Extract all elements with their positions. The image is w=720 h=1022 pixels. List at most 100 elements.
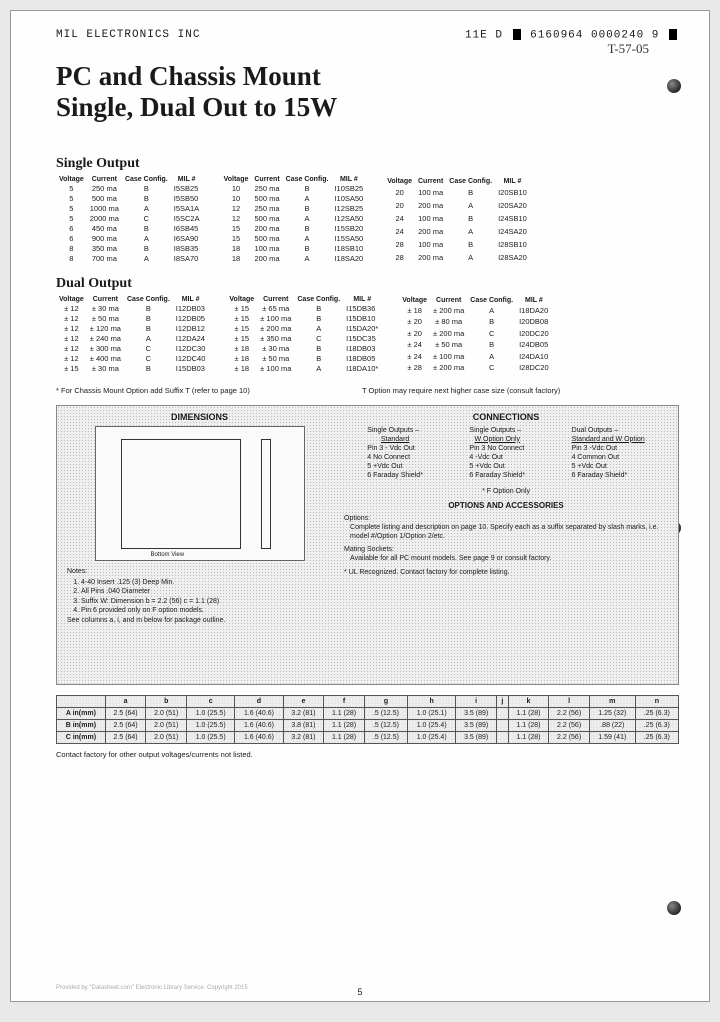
conn-line: Pin 3 -Vdc Out bbox=[572, 444, 645, 453]
table-cell: B bbox=[122, 244, 171, 254]
dim-cell: 3.5 (89) bbox=[456, 719, 497, 731]
diagram-label: Bottom View bbox=[151, 552, 185, 558]
dim-cell bbox=[496, 707, 508, 719]
connections-panel: CONNECTIONS Single Outputs – Standard Pi… bbox=[344, 412, 668, 676]
table-row: ± 20± 200 maCI20DC20 bbox=[399, 328, 551, 339]
table-cell: I28SA20 bbox=[495, 251, 530, 264]
table-row: ± 15± 100 maBI15DB10 bbox=[226, 314, 381, 324]
table-cell: I8SA70 bbox=[171, 254, 203, 264]
table-cell: ± 12 bbox=[56, 314, 87, 324]
table-cell: ± 240 ma bbox=[87, 334, 124, 344]
dim-cell: 3.2 (81) bbox=[283, 731, 324, 743]
conn-col-2: Single Outputs – W Option Only Pin 3 No … bbox=[469, 426, 525, 481]
table-cell: I15DB36 bbox=[343, 304, 381, 314]
table-cell: ± 18 bbox=[399, 305, 430, 316]
table-cell: 6 bbox=[56, 224, 87, 234]
table-cell: B bbox=[294, 304, 343, 314]
table-cell: ± 200 ma bbox=[257, 324, 294, 334]
table-cell: B bbox=[467, 316, 516, 327]
table-cell: C bbox=[124, 354, 173, 364]
footnote-left: * For Chassis Mount Option add Suffix T … bbox=[56, 386, 250, 395]
table-cell: C bbox=[122, 214, 171, 224]
table-cell: I12DB03 bbox=[173, 304, 209, 314]
conn-line: 4 No Connect bbox=[367, 453, 423, 462]
table-cell: 450 ma bbox=[87, 224, 122, 234]
table-cell: I5SB50 bbox=[171, 194, 203, 204]
table-row: 8350 maBI8SB35 bbox=[56, 244, 203, 254]
table-cell: ± 28 bbox=[399, 362, 430, 374]
table-cell: ± 50 ma bbox=[257, 354, 294, 364]
table-cell: ± 12 bbox=[56, 304, 87, 314]
black-mark-icon bbox=[669, 29, 677, 40]
dual-output-table-1: VoltageCurrentCase Config.MIL #± 12± 30 … bbox=[56, 295, 208, 374]
table-row: ± 18± 100 maAI18DA10* bbox=[226, 364, 381, 374]
table-cell: I12SB25 bbox=[331, 204, 366, 214]
table-row: ± 15± 30 maBI15DB03 bbox=[56, 364, 208, 374]
col-header: Current bbox=[87, 295, 124, 304]
notes-tail: See columns a, i, and m below for packag… bbox=[67, 616, 332, 625]
conn-line: 5 +Vdc Out bbox=[572, 462, 645, 471]
table-cell: 200 ma bbox=[251, 254, 282, 264]
dim-col-header: a bbox=[105, 695, 146, 707]
table-row: ± 15± 350 maCI15DC35 bbox=[226, 334, 381, 344]
table-cell: ± 12 bbox=[56, 324, 87, 334]
table-cell: ± 200 ma bbox=[430, 362, 467, 374]
dim-cell: 2.5 (64) bbox=[105, 731, 146, 743]
table-cell: I6SA90 bbox=[171, 234, 203, 244]
dimensions-panel: DIMENSIONS Bottom View Notes: 4-40 Inser… bbox=[67, 412, 332, 676]
table-cell: C bbox=[124, 344, 173, 354]
table-row: 10250 maBI10SB25 bbox=[221, 184, 367, 194]
dim-cell: 1.0 (25.1) bbox=[408, 707, 456, 719]
table-cell: ± 24 bbox=[399, 351, 430, 362]
dim-col-header: h bbox=[408, 695, 456, 707]
table-cell: ± 15 bbox=[226, 324, 257, 334]
dim-cell: 2.0 (51) bbox=[146, 719, 187, 731]
table-row: 24200 maAI24SA20 bbox=[384, 225, 530, 238]
dimensions-title: DIMENSIONS bbox=[67, 412, 332, 422]
table-cell: I5SB25 bbox=[171, 184, 203, 194]
table-cell: ± 18 bbox=[226, 344, 257, 354]
table-cell: A bbox=[283, 234, 332, 244]
table-cell: ± 12 bbox=[56, 334, 87, 344]
table-row: 6900 maAI6SA90 bbox=[56, 234, 203, 244]
table-cell: ± 12 bbox=[56, 354, 87, 364]
col-header: Current bbox=[257, 295, 294, 304]
table-cell: I18DB05 bbox=[343, 354, 381, 364]
table-cell: I12DB12 bbox=[173, 324, 209, 334]
table-cell: 700 ma bbox=[87, 254, 122, 264]
table-cell: 18 bbox=[221, 244, 252, 254]
col-header: MIL # bbox=[173, 295, 209, 304]
dual-output-table-2: VoltageCurrentCase Config.MIL #± 15± 65 … bbox=[226, 295, 381, 374]
col-header: Voltage bbox=[56, 295, 87, 304]
table-cell: 6 bbox=[56, 234, 87, 244]
single-output-table-3: VoltageCurrentCase Config.MIL #20100 maB… bbox=[384, 175, 530, 264]
doc-code: 11E D 6160964 0000240 9 bbox=[465, 29, 679, 41]
table-cell: B bbox=[283, 224, 332, 234]
table-cell: B bbox=[446, 186, 495, 199]
table-cell: 12 bbox=[221, 204, 252, 214]
conn-col-1: Single Outputs – Standard Pin 3 - Vdc Ou… bbox=[367, 426, 423, 481]
table-cell: I5SC2A bbox=[171, 214, 203, 224]
table-cell: I18DA10* bbox=[343, 364, 381, 374]
conn-subhead: W Option Only bbox=[469, 435, 525, 444]
table-cell: 5 bbox=[56, 214, 87, 224]
dimensions-connections-box: DIMENSIONS Bottom View Notes: 4-40 Inser… bbox=[56, 405, 679, 685]
table-row: ± 18± 30 maBI18DB03 bbox=[226, 344, 381, 354]
table-cell: I20DB08 bbox=[516, 316, 552, 327]
note-item: 4-40 Insert .125 (3) Deep Min. bbox=[81, 578, 332, 587]
dim-cell: 3.8 (81) bbox=[283, 719, 324, 731]
dim-col-header: f bbox=[324, 695, 365, 707]
table-cell: I5SA1A bbox=[171, 204, 203, 214]
table-cell: C bbox=[467, 362, 516, 374]
dim-cell: 1.6 (40.6) bbox=[235, 707, 283, 719]
table-cell: I12DB05 bbox=[173, 314, 209, 324]
col-header: Current bbox=[87, 175, 122, 184]
table-cell: 200 ma bbox=[415, 225, 446, 238]
table-cell: ± 18 bbox=[226, 364, 257, 374]
table-row: ± 12± 50 maBI12DB05 bbox=[56, 314, 208, 324]
options-body: Options: Complete listing and descriptio… bbox=[344, 514, 668, 577]
single-output-tables: VoltageCurrentCase Config.MIL #5250 maBI… bbox=[56, 175, 679, 264]
black-mark-icon bbox=[513, 29, 521, 40]
table-cell: B bbox=[446, 212, 495, 225]
col-header: MIL # bbox=[331, 175, 366, 184]
